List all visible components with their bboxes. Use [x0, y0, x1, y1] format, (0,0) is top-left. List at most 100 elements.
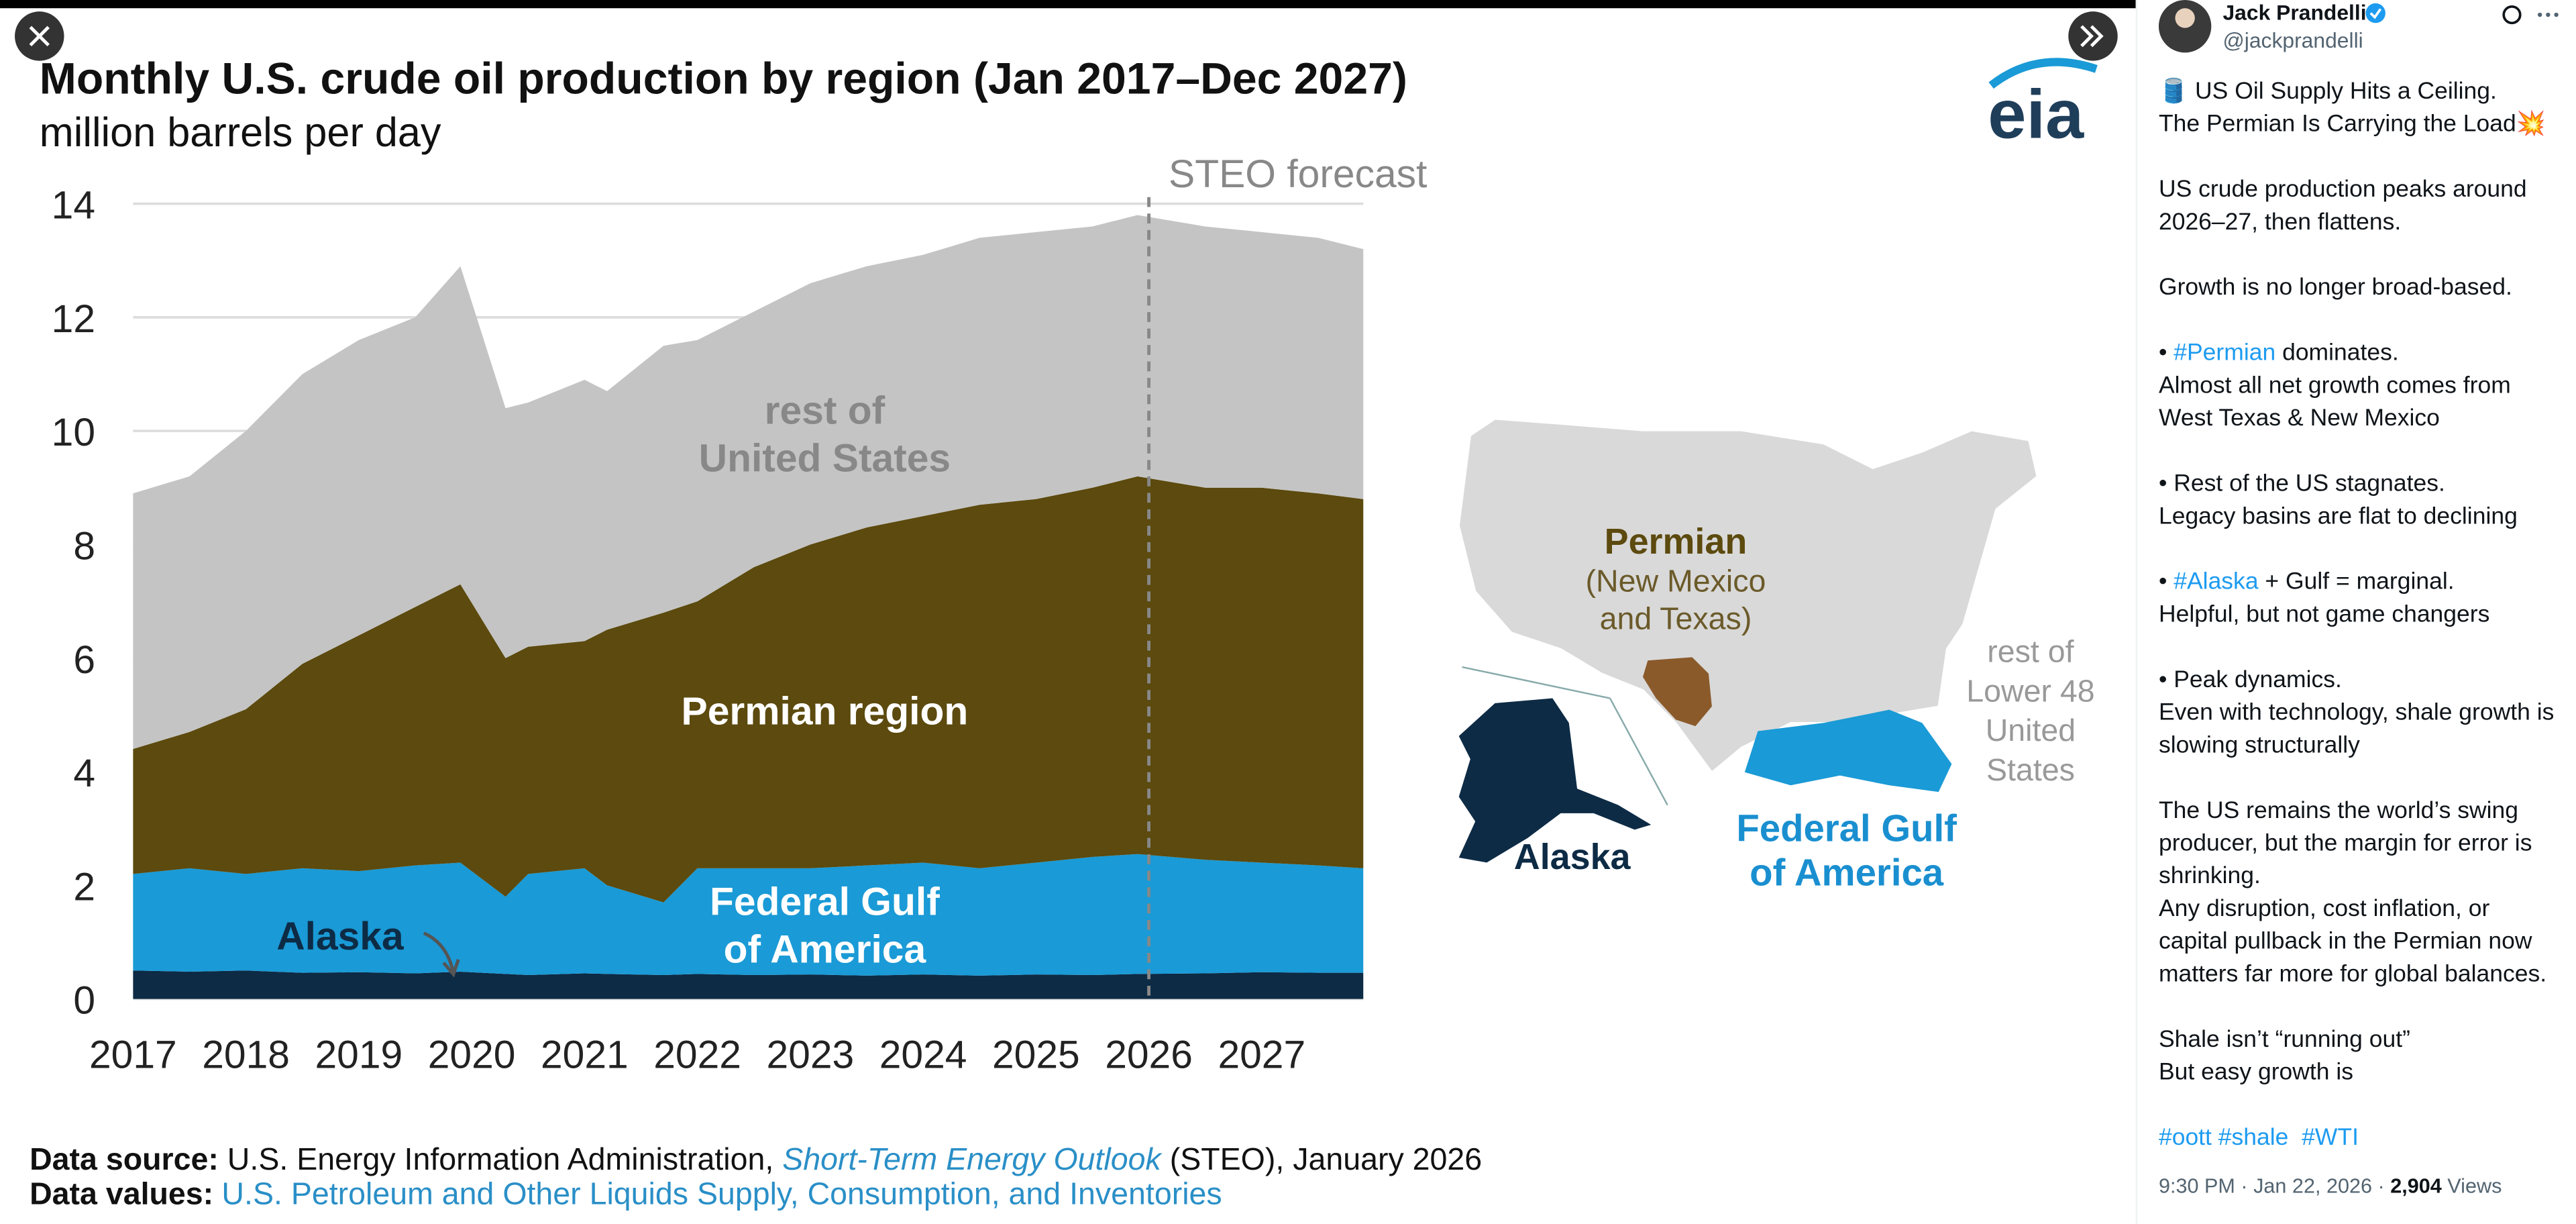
hashtag[interactable]: #shale — [2218, 1123, 2289, 1150]
series-label: of America — [724, 928, 927, 972]
source-part: Data values: — [30, 1176, 213, 1211]
map-label: of America — [1750, 852, 1944, 894]
tweet-line: The US remains the world’s swing — [2159, 797, 2518, 823]
x-tick-label: 2024 — [879, 1033, 967, 1076]
y-tick-label: 14 — [52, 184, 95, 227]
tweet-line: producer, but the margin for error is — [2159, 829, 2532, 856]
alaska-shape — [1458, 698, 1652, 863]
tweet-line: shrinking. — [2159, 862, 2261, 888]
tweet-text: + Gulf = marginal. — [2259, 568, 2455, 595]
tweet-footer: 9:30 PM · Jan 22, 2026 · 2,904 Views — [2159, 1174, 2502, 1197]
tweet-text: Even with technology, shale growth is — [2159, 699, 2554, 725]
series-label: Federal Gulf — [710, 880, 940, 924]
tweet-line: Any disruption, cost inflation, or — [2159, 895, 2490, 921]
tweet-line: 2026–27, then flattens. — [2159, 208, 2401, 235]
tweet-line: But easy growth is — [2159, 1058, 2353, 1085]
forecast-annotation: STEO forecast — [1169, 152, 1427, 196]
area — [133, 970, 1364, 999]
tweet-line: matters far more for global balances. — [2159, 960, 2546, 986]
tweet-line: Almost all net growth comes from — [2159, 371, 2511, 398]
tweet-text: Legacy basins are flat to declining — [2159, 502, 2518, 529]
close-button[interactable] — [15, 11, 64, 61]
tweet-line: Even with technology, shale growth is — [2159, 699, 2554, 725]
tweet-text: dominates. — [2275, 339, 2399, 366]
tweet-line: The Permian Is Carrying the Load💥 — [2159, 109, 2546, 138]
x-tick-label: 2022 — [653, 1033, 741, 1076]
tweet-text: slowing structurally — [2159, 731, 2360, 758]
tweet-line: • Rest of the US stagnates. — [2159, 470, 2445, 497]
source-part: Short-Term Energy Outlook — [782, 1141, 1163, 1176]
hashtag[interactable]: #Alaska — [2174, 568, 2259, 595]
more-dot[interactable] — [2537, 12, 2542, 17]
map-label: Alaska — [1514, 837, 1631, 877]
tweet-text: matters far more for global balances. — [2159, 960, 2546, 986]
source-part: (STEO), January 2026 — [1161, 1141, 1482, 1176]
x-tick-label: 2025 — [992, 1033, 1080, 1076]
tweet-line: 🛢️ US Oil Supply Hits a Ceiling. — [2159, 76, 2497, 104]
author-name[interactable]: Jack Prandelli — [2222, 0, 2366, 24]
y-tick-label: 0 — [73, 979, 95, 1023]
y-tick-label: 6 — [73, 638, 95, 682]
viewer-top-bar — [0, 0, 2136, 9]
source-link[interactable]: U.S. Petroleum and Other Liquids Supply,… — [221, 1176, 1222, 1211]
hashtag[interactable]: #WTI — [2302, 1123, 2359, 1150]
x-tick-label: 2020 — [428, 1033, 516, 1076]
tweet-line: Shale isn’t “running out” — [2159, 1025, 2410, 1052]
permian-shape — [1642, 657, 1712, 727]
y-tick-label: 2 — [73, 865, 95, 909]
expand-icon[interactable] — [2080, 25, 2104, 48]
y-tick-label: 10 — [52, 411, 95, 454]
tweet-text: Helpful, but not game changers — [2159, 600, 2489, 627]
map-label: States — [1986, 752, 2075, 787]
source-part: Data source: — [30, 1141, 227, 1176]
close-icon[interactable] — [29, 26, 50, 47]
alaska-inset-line — [1609, 697, 1668, 806]
source-notes: Data source: U.S. Energy Information Adm… — [30, 1141, 1482, 1211]
footer-part: 2,904 — [2390, 1174, 2442, 1197]
tweet-text: US crude production peaks around — [2159, 175, 2527, 202]
x-tick-label: 2019 — [315, 1033, 402, 1076]
tweet-line: • #Permian dominates. — [2159, 339, 2399, 366]
tweet-line: • Peak dynamics. — [2159, 666, 2342, 693]
tweet-line: Helpful, but not game changers — [2159, 600, 2489, 627]
tweet-body: 🛢️ US Oil Supply Hits a Ceiling. The Perm… — [2159, 76, 2554, 1198]
tweet-text: West Texas & New Mexico — [2159, 404, 2440, 431]
series-label: Alaska — [276, 915, 405, 958]
tweet-text: shrinking. — [2159, 862, 2261, 888]
tweet-text: The US remains the world’s swing — [2159, 797, 2518, 823]
tweet-text: Almost all net growth comes from — [2159, 371, 2511, 398]
tweet-text: 2026–27, then flattens. — [2159, 208, 2401, 235]
grok-icon[interactable] — [2502, 5, 2522, 25]
series-label: rest of — [765, 389, 885, 433]
tweet-text: • Peak dynamics. — [2159, 666, 2342, 693]
hashtag[interactable]: #oott — [2159, 1123, 2212, 1150]
alaska-inset-line — [1462, 666, 1611, 699]
tweet-text: • — [2159, 339, 2174, 366]
tweet-text: But easy growth is — [2159, 1058, 2353, 1085]
more-dot[interactable] — [2554, 12, 2559, 17]
more-dot[interactable] — [2546, 12, 2551, 17]
hashtag[interactable]: #Permian — [2174, 339, 2275, 366]
tweet-text: The Permian Is Carrying the Load💥 — [2159, 109, 2546, 138]
author-handle[interactable]: @jackprandelli — [2222, 28, 2363, 52]
tweet-text: • Rest of the US stagnates. — [2159, 470, 2445, 497]
verified-badge — [2365, 3, 2385, 23]
tweet-line: Legacy basins are flat to declining — [2159, 502, 2518, 529]
tweet-line: West Texas & New Mexico — [2159, 404, 2440, 431]
source-part: U.S. Energy Information Administration, — [227, 1141, 782, 1176]
verified-check — [2369, 8, 2382, 19]
x-tick-label: 2017 — [89, 1033, 177, 1076]
tweet-text — [2212, 1123, 2218, 1150]
tweet-text: capital pullback in the Permian now — [2159, 927, 2532, 954]
tweet-line: capital pullback in the Permian now — [2159, 927, 2532, 954]
area — [133, 215, 1364, 750]
tweet-text: 🛢️ US Oil Supply Hits a Ceiling. — [2159, 76, 2497, 104]
tweet-header: Jack Prandelli @jackprandelli — [2158, 0, 2559, 53]
tweet-line: • #Alaska + Gulf = marginal. — [2159, 568, 2455, 595]
tweet-text: Shale isn’t “running out” — [2159, 1025, 2410, 1052]
tweet-text: • — [2159, 568, 2174, 595]
expand-button[interactable] — [2068, 11, 2118, 61]
plot: 0 2 4 6 8 10 12 14 2017 2018 2019 2020 2021 2022 2023 2… — [52, 184, 1364, 1076]
tweet-text: Any disruption, cost inflation, or — [2159, 895, 2490, 921]
